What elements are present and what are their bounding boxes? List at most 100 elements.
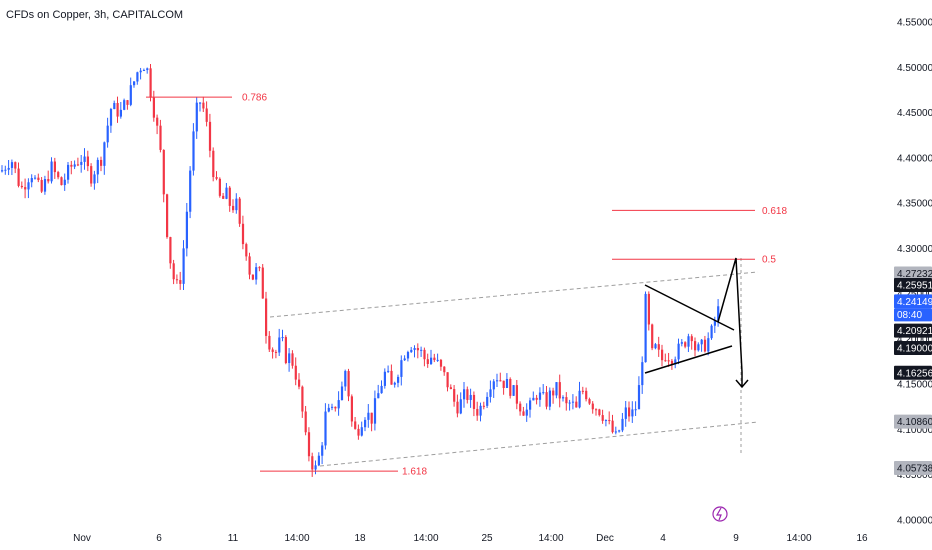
price-badge-text: 08:40 — [897, 310, 922, 321]
candle-body — [298, 379, 301, 387]
candle-body — [538, 392, 542, 400]
candle-body — [301, 386, 304, 412]
candle-body — [116, 103, 119, 117]
candle-body — [37, 177, 40, 181]
candle-body — [522, 411, 525, 416]
candle-body — [499, 380, 502, 382]
candle-body — [628, 407, 631, 417]
event-lightning-icon — [712, 506, 728, 522]
time-axis[interactable]: Nov 6 11 14:00 18 14:00 25 14:00 Dec 4 9 14:00 16 — [73, 533, 868, 544]
candle-body — [568, 402, 571, 404]
y-tick-label: 4.55000 — [897, 18, 932, 29]
candle-body — [50, 161, 53, 182]
candle-body — [717, 306, 720, 321]
candle-body — [162, 149, 165, 195]
candle-body — [647, 293, 650, 325]
candle-body — [443, 366, 446, 373]
candle-body — [202, 102, 205, 109]
candle-body — [245, 244, 248, 257]
candle-body — [90, 166, 93, 184]
candle-body — [199, 102, 202, 104]
candle-body — [598, 409, 601, 416]
x-tick-label: 9 — [733, 533, 739, 544]
candle-body — [327, 407, 330, 412]
candle-body — [149, 68, 152, 98]
price-badge — [894, 323, 932, 338]
candle-body — [241, 223, 245, 245]
candle-body — [60, 177, 63, 186]
candle-body — [67, 164, 70, 180]
candle-body — [24, 187, 27, 190]
candle-body — [472, 394, 476, 409]
candle-body — [109, 109, 113, 126]
candle-body — [47, 178, 50, 182]
candle-body — [565, 397, 568, 404]
candle-body — [416, 348, 419, 351]
candle-body — [274, 351, 278, 353]
candle-body — [535, 397, 538, 400]
candle-body — [578, 390, 581, 408]
candle-body — [449, 387, 452, 390]
candle-body — [710, 325, 713, 339]
candle-body — [265, 298, 268, 336]
x-tick-label: 6 — [156, 533, 162, 544]
candle-body — [337, 400, 340, 409]
candle-body — [604, 420, 608, 422]
candle-body — [34, 177, 37, 179]
candle-body — [430, 357, 433, 364]
candle-body — [601, 415, 604, 421]
candle-body — [7, 167, 10, 170]
candle-body — [400, 360, 403, 377]
candle-body — [123, 100, 126, 110]
candle-body — [555, 382, 558, 396]
candle-body — [364, 419, 367, 428]
candle-body — [294, 365, 297, 380]
candle-body — [667, 360, 670, 362]
candle-body — [76, 164, 80, 166]
price-axis[interactable]: 4.55000 4.50000 4.45000 4.40000 4.35000 4.300… — [897, 18, 932, 527]
candle-body — [232, 205, 235, 211]
candle-body — [476, 408, 479, 416]
candle-body — [83, 156, 86, 162]
candle-body — [251, 274, 254, 280]
candle-body — [423, 349, 426, 360]
candle-body — [390, 370, 393, 385]
y-tick-label: 4.35000 — [897, 199, 932, 210]
price-badge — [894, 294, 932, 309]
candle-body — [713, 320, 716, 326]
candle-body — [677, 343, 680, 360]
candle-body — [486, 396, 489, 406]
candle-body — [169, 237, 172, 264]
fib-label: 0.5 — [762, 255, 776, 266]
candle-body — [218, 178, 221, 196]
candle-body — [463, 389, 466, 400]
candle-body — [545, 392, 548, 407]
candle-body — [489, 389, 492, 397]
candle-body — [420, 349, 423, 351]
price-badge — [894, 461, 932, 476]
candle-body — [311, 456, 314, 470]
candle-body — [469, 394, 472, 401]
candle-body — [331, 406, 334, 408]
candle-body — [27, 182, 30, 190]
candle-body — [509, 378, 512, 396]
candle-body — [410, 349, 413, 353]
price-badge-text: 4.05738 — [897, 464, 932, 475]
price-badge — [894, 308, 932, 322]
candle-body — [519, 403, 522, 412]
y-tick-label: 4.10000 — [897, 425, 932, 436]
y-tick-label: 4.50000 — [897, 63, 932, 74]
candle-body — [96, 159, 99, 175]
price-badge-text: 4.27232 — [897, 269, 932, 280]
candle-body — [70, 164, 73, 167]
candle-body — [512, 385, 515, 396]
candle-body — [347, 371, 350, 397]
candle-body — [133, 81, 136, 86]
candle-body — [585, 390, 588, 400]
candle-body — [591, 403, 594, 410]
candle-body — [53, 161, 56, 173]
candle-body — [57, 172, 60, 178]
candle-body — [86, 156, 89, 167]
candle-body — [697, 344, 700, 351]
